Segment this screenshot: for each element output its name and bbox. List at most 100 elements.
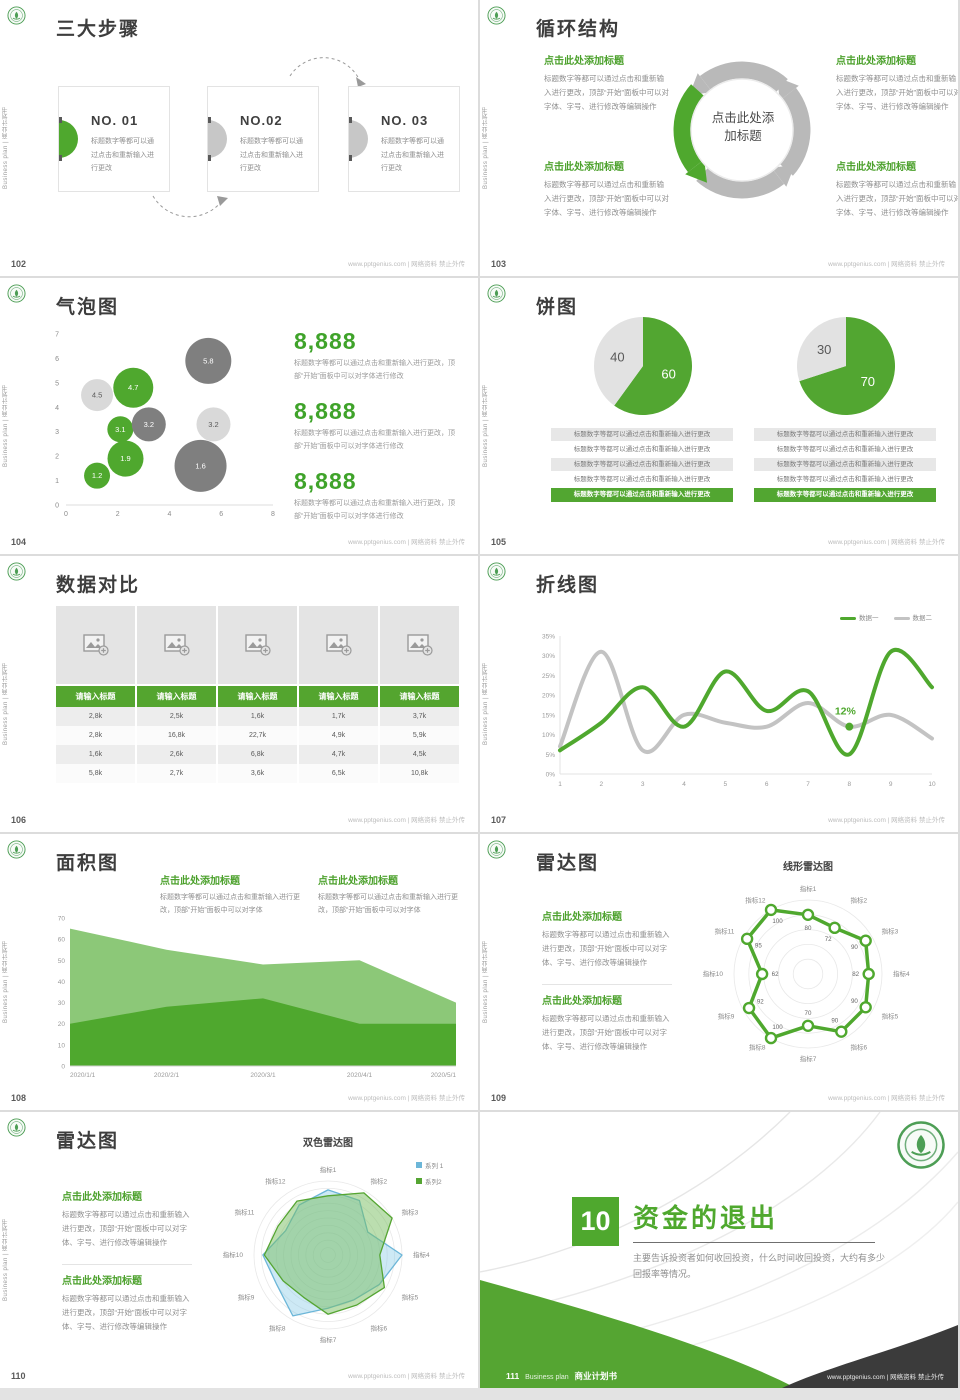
- svg-text:20: 20: [58, 1021, 66, 1028]
- block-heading: 点击此处添加标题: [836, 56, 916, 67]
- footer-text: www.pptgenius.com | 网络资料 禁止外传: [348, 261, 465, 268]
- legend-label: 系列2: [425, 1179, 442, 1186]
- svg-text:指标7: 指标7: [800, 1054, 817, 1063]
- slide-thumbnail-107[interactable]: Business plan | 商业计划书 折线图 数据一 数据二 0% 5% 10…: [480, 556, 958, 832]
- table-header-cell: 请输入标题: [218, 686, 297, 707]
- svg-text:5.8: 5.8: [203, 356, 213, 365]
- table-cell: 1,7k: [299, 707, 378, 726]
- legend-swatch: [840, 616, 856, 620]
- svg-text:指标9: 指标9: [238, 1293, 255, 1302]
- step-number: NO. 01: [91, 113, 139, 128]
- block-heading: 点击此处添加标题: [318, 876, 398, 887]
- block-heading: 点击此处添加标题: [544, 162, 624, 173]
- svg-text:指标6: 指标6: [371, 1324, 388, 1333]
- svg-text:5: 5: [724, 781, 728, 788]
- svg-text:1.6: 1.6: [195, 461, 205, 470]
- background-waves: [480, 1112, 958, 1388]
- slide-thumbnail-103[interactable]: Business plan | 商业计划书 循环结构 点击此处添加标题 标题数字…: [480, 0, 958, 276]
- text-block: 点击此处添加标题 标题数字等都可以通过点击和重新输入进行更改，顶部“开始”面板中…: [836, 52, 958, 114]
- slide-thumbnail-102[interactable]: Business plan | 商业计划书 三大步骤 NO. 01 标题数字等都…: [0, 0, 478, 276]
- text-block: 点击此处添加标题 标题数字等都可以通过点击和重新输入进行更改，顶部“开始”面板中…: [542, 908, 674, 970]
- page-number: 102: [11, 259, 27, 269]
- legend-label: 数据一: [859, 615, 879, 622]
- page-number: 106: [11, 815, 27, 825]
- svg-text:9: 9: [889, 781, 893, 788]
- svg-text:5%: 5%: [546, 752, 556, 759]
- section-body: 主要告诉投资者如何收回投资，什么时间收回投资，大约有多少回报率等情况。: [633, 1253, 886, 1279]
- table-cell: 5,8k: [56, 764, 135, 783]
- slide-thumbnail-104[interactable]: Business plan | 商业计划书 气泡图 0 1 2 3 4 5 6 7 0 2 4 6 8 4…: [0, 278, 478, 554]
- footer-text: www.pptgenius.com | 网络资料 禁止外传: [827, 1374, 944, 1381]
- text-block: 点击此处添加标题 标题数字等都可以通过点击和重新输入进行更改，顶部“开始”面板中…: [160, 872, 312, 918]
- svg-text:指标4: 指标4: [413, 1250, 430, 1259]
- list-item: 标题数字等都可以通过点击和重新输入进行更改: [754, 458, 936, 471]
- block-body: 标题数字等都可以通过点击和重新输入进行更改，顶部“开始”面板中可以对字体: [160, 894, 300, 914]
- svg-text:3.1: 3.1: [115, 425, 125, 434]
- svg-text:0%: 0%: [546, 772, 556, 779]
- svg-text:1: 1: [55, 478, 59, 485]
- comparison-table: 请输入标题 2,8k 2,8k 1,6k 5,8k 请输入标题 2,5k 16,8k 2,6k 2…: [56, 606, 459, 783]
- dashed-connector-arcs: [152, 57, 366, 218]
- svg-text:3.2: 3.2: [144, 420, 154, 429]
- radar-chart: 指标1 指标2 指标3 指标4 指标5 指标6 指标7 指标8 指标9 指标10 指标11 指标12: [214, 1155, 442, 1360]
- svg-text:指标2: 指标2: [851, 895, 868, 904]
- footer-text: www.pptgenius.com | 网络资料 禁止外传: [828, 261, 945, 268]
- table-header-cell: 请输入标题: [56, 686, 135, 707]
- block-body: 标题数字等都可以通过点击和重新输入进行更改，顶部“开始”面板中可以对字体、字号、…: [544, 180, 669, 217]
- legend-swatch: [416, 1178, 422, 1184]
- page-number: 107: [491, 815, 507, 825]
- svg-text:60: 60: [661, 366, 675, 381]
- svg-text:4.5: 4.5: [92, 391, 102, 400]
- svg-text:4.7: 4.7: [128, 383, 138, 392]
- school-seal-icon: [487, 562, 506, 581]
- block-heading: 点击此处添加标题: [544, 56, 624, 67]
- block-body: 标题数字等都可以通过点击和重新输入进行更改，顶部“开始”面板中可以对字体: [318, 894, 458, 914]
- add-image-icon: [325, 634, 352, 656]
- divider: [62, 1264, 192, 1265]
- svg-text:50: 50: [58, 958, 66, 965]
- slide-thumbnail-105[interactable]: Business plan | 商业计划书 饼图 60 40 70 30 标题数字等…: [480, 278, 958, 554]
- block-heading: 点击此处添加标题: [62, 1276, 142, 1287]
- footer-text: www.pptgenius.com | 网络资料 禁止外传: [828, 1095, 945, 1102]
- step-card-2: NO.02 标题数字等都可以通过点击和重新输入进行更改: [207, 86, 319, 192]
- slide-title: 气泡图: [56, 297, 120, 318]
- chart-title: 双色雷达图: [303, 1138, 353, 1149]
- svg-text:25%: 25%: [542, 673, 555, 680]
- svg-text:30: 30: [817, 342, 831, 357]
- slide-thumbnail-108[interactable]: Business plan | 商业计划书 面积图 点击此处添加标题 标题数字等…: [0, 834, 478, 1110]
- slide-thumbnail-109[interactable]: Business plan | 商业计划书 雷达图 点击此处添加标题 标题数字等…: [480, 834, 958, 1110]
- image-placeholder: [137, 606, 216, 684]
- add-image-icon: [163, 634, 190, 656]
- svg-text:指标7: 指标7: [320, 1335, 337, 1344]
- slide-thumbnail-110[interactable]: Business plan | 商业计划书 雷达图 点击此处添加标题 标题数字等…: [0, 1112, 478, 1388]
- step-marker-icon: [349, 120, 368, 158]
- svg-text:指标8: 指标8: [749, 1043, 766, 1052]
- page-number: 108: [11, 1093, 27, 1103]
- step-body: 标题数字等都可以通过点击和重新输入进行更改: [240, 138, 303, 173]
- step-body: 标题数字等都可以通过点击和重新输入进行更改: [91, 138, 154, 173]
- svg-text:指标1: 指标1: [320, 1165, 337, 1174]
- page-number: 105: [491, 537, 507, 547]
- cycle-center-label: 点击此处添加标题: [711, 111, 775, 143]
- svg-text:92: 92: [757, 999, 764, 1006]
- school-seal-icon: [7, 840, 26, 859]
- text-block: 点击此处添加标题 标题数字等都可以通过点击和重新输入进行更改，顶部“开始”面板中…: [836, 158, 958, 220]
- legend-swatch: [416, 1162, 422, 1168]
- stat-value: 8,888: [294, 328, 357, 354]
- table-cell: 1,6k: [56, 745, 135, 764]
- slide-thumbnail-111[interactable]: 10 资金的退出 主要告诉投资者如何收回投资，什么时间收回投资，大约有多少回报率…: [480, 1112, 958, 1388]
- svg-text:30: 30: [58, 1000, 66, 1007]
- table-header-cell: 请输入标题: [380, 686, 459, 707]
- slide-thumbnail-106[interactable]: Business plan | 商业计划书 数据对比 请输入标题 2,8k 2,8k…: [0, 556, 478, 832]
- stat-value: 8,888: [294, 468, 357, 494]
- svg-text:0: 0: [64, 511, 68, 518]
- table-cell: 6,5k: [299, 764, 378, 783]
- table-header-cell: 请输入标题: [137, 686, 216, 707]
- pin-icon: [59, 155, 62, 161]
- svg-text:指标12: 指标12: [265, 1176, 286, 1185]
- legend-item: 数据一: [840, 612, 879, 622]
- block-body: 标题数字等都可以通过点击和重新输入进行更改，顶部“开始”面板中可以对字体、字号、…: [62, 1294, 190, 1331]
- school-seal-icon: [487, 284, 506, 303]
- table-cell: 1,6k: [218, 707, 297, 726]
- block-body: 标题数字等都可以通过点击和重新输入进行更改，顶部“开始”面板中可以对字体、字号、…: [542, 1014, 670, 1051]
